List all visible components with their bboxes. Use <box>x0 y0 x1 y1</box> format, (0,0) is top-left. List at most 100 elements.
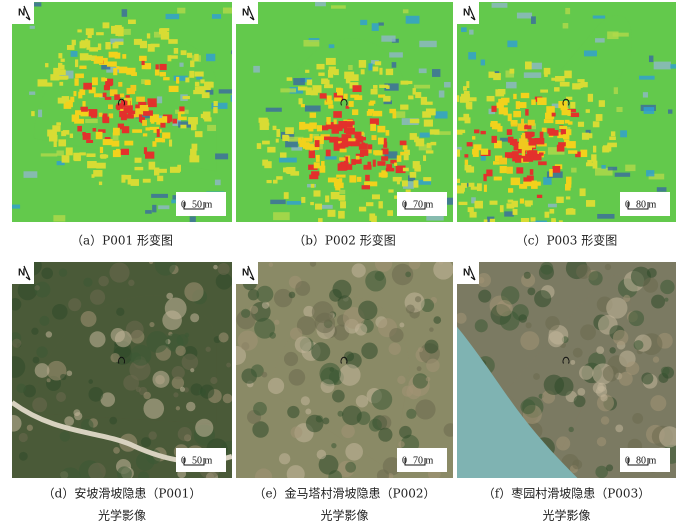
texture <box>388 342 401 355</box>
pixel <box>148 161 156 170</box>
pixel <box>597 213 615 219</box>
pixel <box>379 84 389 88</box>
pixel <box>390 159 397 164</box>
pixel <box>160 122 166 128</box>
pixel <box>429 129 440 135</box>
pixel <box>73 152 81 161</box>
pixel <box>309 174 319 180</box>
pixel <box>102 139 113 146</box>
texture <box>98 275 109 287</box>
pixel <box>613 87 618 95</box>
pixel <box>333 178 341 187</box>
texture <box>252 421 269 438</box>
texture <box>405 271 412 278</box>
texture <box>579 365 594 380</box>
pixel <box>211 14 222 19</box>
pixel <box>444 197 453 205</box>
pixel <box>418 144 432 151</box>
pixel <box>425 108 436 116</box>
texture <box>110 328 125 343</box>
texture <box>568 426 574 433</box>
pixel <box>494 140 502 149</box>
pixel <box>260 119 269 126</box>
texture <box>606 297 628 319</box>
pixel <box>348 128 354 133</box>
panel-image <box>236 262 453 478</box>
panel: N 0 50 m <box>12 2 232 222</box>
pixel <box>88 87 96 94</box>
pixel <box>85 28 94 36</box>
pixel <box>310 183 315 188</box>
pixel <box>231 50 232 55</box>
pixel <box>370 123 376 131</box>
north-arrow <box>468 5 476 21</box>
pixel <box>491 2 508 8</box>
scale-length: 70 m <box>413 199 434 210</box>
pixel <box>29 91 36 95</box>
texture <box>600 394 608 402</box>
pixel <box>355 153 364 158</box>
texture <box>18 432 28 443</box>
pixel <box>118 26 124 33</box>
panel: N 0 70 m <box>236 262 453 478</box>
texture <box>496 300 513 317</box>
pixel <box>568 121 573 125</box>
pixel <box>625 164 636 172</box>
texture <box>303 305 315 318</box>
pixel <box>58 62 63 69</box>
texture <box>175 345 186 356</box>
pixel <box>358 206 367 212</box>
pixel <box>116 66 120 70</box>
pixel <box>79 53 89 61</box>
panel-caption: （e）金马塔村滑坡隐患（P002） <box>253 486 435 501</box>
pixel <box>173 47 179 54</box>
pixel <box>89 47 99 52</box>
pixel <box>463 86 467 91</box>
pixel <box>78 91 83 99</box>
panel-caption: （b）P002 形变图 <box>293 233 395 248</box>
pixel <box>80 110 89 117</box>
pixel <box>179 62 184 67</box>
pixel <box>513 110 521 118</box>
scale-bar <box>404 458 426 466</box>
pixel <box>168 139 173 147</box>
pixel <box>180 124 187 129</box>
pixel <box>344 71 355 79</box>
texture <box>501 286 520 305</box>
pixel <box>480 154 486 161</box>
pixel <box>570 101 576 109</box>
pixel <box>57 97 66 104</box>
scarp-mark <box>118 356 125 364</box>
texture <box>371 388 393 410</box>
pixel <box>523 177 528 184</box>
scale-zero: 0 <box>402 199 407 210</box>
pixel <box>371 23 379 31</box>
pixel <box>388 189 394 193</box>
pixel <box>497 89 506 95</box>
pixel <box>106 61 117 67</box>
scale-zero: 0 <box>625 455 630 466</box>
pixel <box>457 129 463 135</box>
pixel <box>537 143 547 147</box>
pixel <box>309 133 313 142</box>
texture <box>218 332 229 343</box>
pixel <box>526 175 534 183</box>
pixel <box>145 151 155 159</box>
pixel <box>345 164 353 170</box>
pixel <box>102 22 110 29</box>
pixel <box>70 96 75 103</box>
texture <box>650 395 667 412</box>
pixel <box>543 177 552 185</box>
pixel <box>141 63 152 70</box>
pixel <box>386 164 393 171</box>
pixel <box>340 201 346 209</box>
pixel <box>101 64 111 70</box>
pixel <box>528 150 538 157</box>
texture <box>337 410 344 417</box>
pixel <box>400 80 409 85</box>
pixel <box>571 167 577 173</box>
pixel <box>93 170 103 177</box>
texture <box>543 374 565 395</box>
texture <box>406 384 422 400</box>
pixel <box>415 167 421 172</box>
